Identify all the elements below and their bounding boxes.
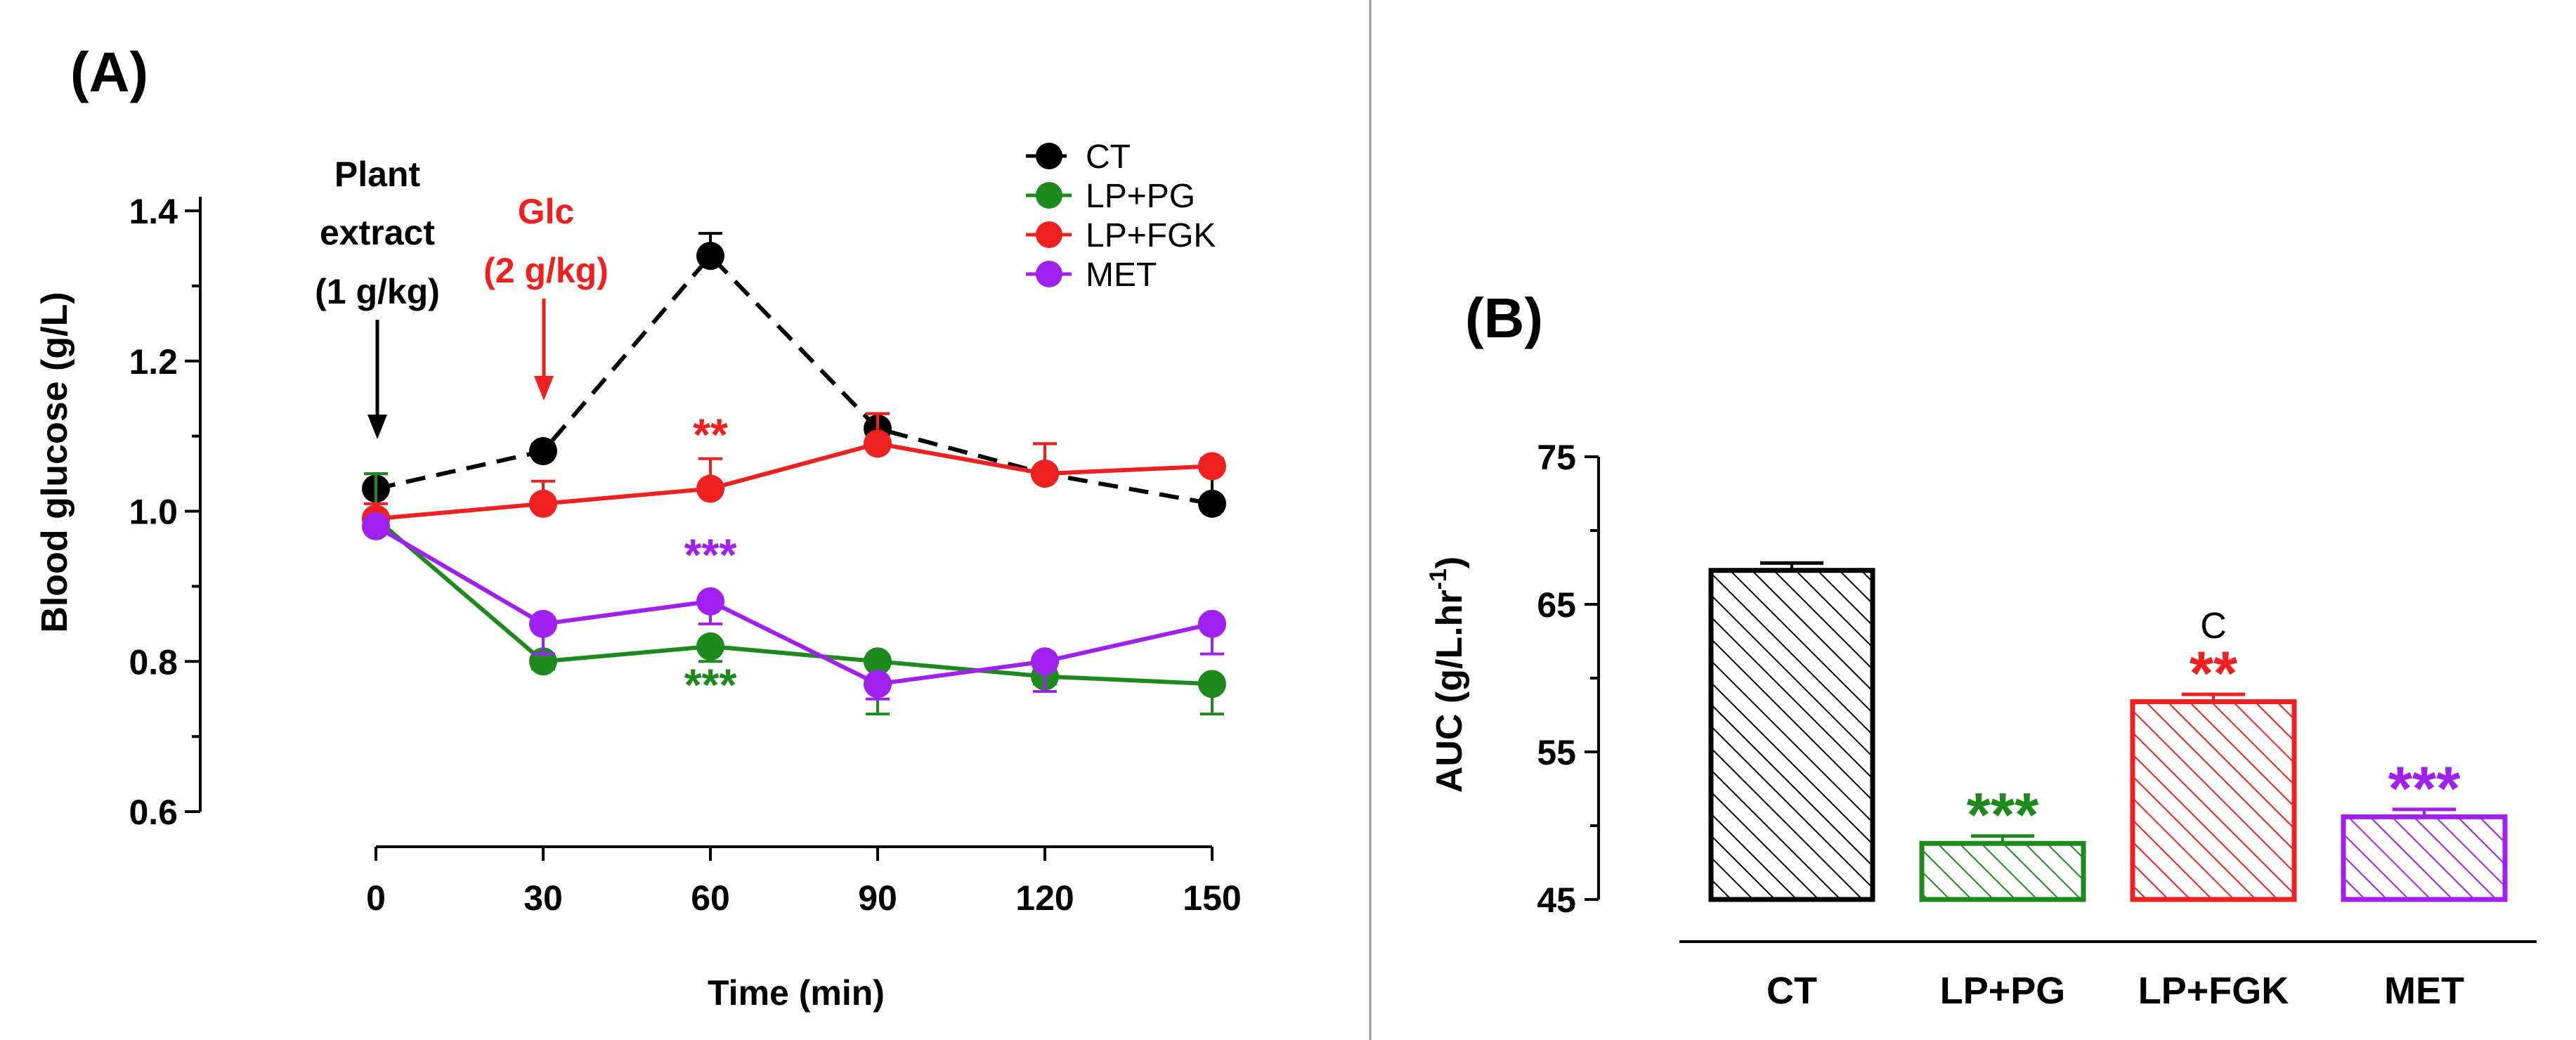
data-point: [696, 474, 724, 503]
panel-b-axes: 45 55 65 75: [1537, 438, 2537, 943]
panel-a-y-tick-label: 0.8: [129, 642, 178, 682]
legend-item: LP+FGK: [1026, 217, 1216, 254]
panel-a-y-tick-label: 0.6: [129, 793, 178, 832]
data-point: [864, 429, 892, 458]
bar-category-label: LP+PG: [1940, 970, 2066, 1012]
data-point: [1198, 609, 1226, 638]
data-point: [529, 489, 557, 518]
bar-letter-label: C: [2200, 606, 2227, 646]
plant-extract-arrowhead: [367, 415, 387, 439]
data-point: [864, 670, 892, 698]
data-point: [529, 437, 557, 465]
bar-group-lp-fgk: LP+FGK **C: [2130, 606, 2297, 1012]
panel-a-significance: ********: [684, 410, 737, 710]
panel-b-y-tick-label: 75: [1537, 438, 1576, 477]
glucose-arrowhead: [534, 376, 554, 401]
panel-a-label: (A): [70, 41, 148, 103]
legend-label: LP+PG: [1086, 178, 1195, 215]
data-point: [864, 647, 892, 676]
legend-item: MET: [1026, 256, 1157, 294]
significance-marker: ***: [684, 530, 737, 580]
bar: [1919, 840, 2086, 902]
legend-label: MET: [1086, 256, 1157, 294]
legend-marker: [1036, 261, 1062, 287]
legend-item: LP+PG: [1026, 178, 1195, 215]
panel-a-series: [362, 232, 1226, 716]
panel-a-line-chart: (A) Blood glucose (g/L) Time (min) Plant…: [34, 41, 1242, 1013]
plant-extract-annotation: Plant extract (1 g/kg): [315, 155, 440, 311]
legend-label: CT: [1086, 138, 1131, 176]
series-line: [375, 524, 1213, 687]
panel-b-y-label-exponent: -1: [1425, 568, 1452, 590]
legend-item: CT: [1026, 138, 1131, 176]
bar-category-label: MET: [2384, 970, 2464, 1012]
legend-marker: [1036, 143, 1062, 169]
data-point: [1198, 670, 1226, 698]
data-point: [696, 632, 724, 661]
bar-group-lp-pg: LP+PG ***: [1919, 780, 2086, 1012]
significance-marker: **: [693, 410, 728, 460]
panel-a-x-tick-label: 150: [1183, 878, 1241, 918]
panel-b-y-tick-label: 45: [1537, 880, 1576, 920]
data-point: [696, 587, 724, 616]
panel-a-y-tick-label: 1.2: [129, 342, 178, 382]
data-point: [529, 609, 557, 638]
panel-b-label: (B): [1465, 287, 1543, 349]
bar-category-label: CT: [1767, 970, 1817, 1012]
plant-extract-line-2: extract: [320, 213, 435, 252]
bar-significance-marker: ***: [1967, 780, 2039, 850]
panel-a-axes: 0.6 0.8 1.0 1.2 1.4 0 30 60 90 120 150: [129, 192, 1241, 918]
panel-b-y-axis-label: AUC (g/L.hr-1): [1425, 557, 1470, 793]
bar: [2341, 814, 2508, 902]
bar-significance-marker: **: [2190, 638, 2238, 708]
panel-b-y-tick-label: 65: [1537, 585, 1576, 625]
panel-b-y-tick-label: 55: [1537, 733, 1576, 772]
data-point: [1198, 452, 1226, 481]
legend-marker: [1036, 182, 1062, 209]
data-point: [1031, 647, 1059, 676]
bar-significance-marker: ***: [2388, 753, 2461, 823]
series-met: [362, 512, 1226, 701]
data-point: [1198, 489, 1226, 518]
panel-b-bars: CT LP+PG *** LP+FGK **C MET ***: [1708, 561, 2508, 1012]
data-point: [1031, 460, 1059, 488]
panel-a-x-tick-label: 60: [691, 878, 730, 918]
bar-group-met: MET ***: [2341, 753, 2508, 1012]
panel-a-y-tick-label: 1.4: [129, 192, 178, 231]
panel-a-x-tick-label: 90: [858, 878, 897, 918]
glucose-annotation: Glc (2 g/kg): [483, 192, 609, 290]
panel-a-y-axis-label: Blood glucose (g/L): [34, 292, 75, 632]
glucose-line-2: (2 g/kg): [483, 251, 609, 290]
glucose-line-1: Glc: [518, 192, 575, 231]
data-point: [362, 512, 390, 540]
series-line: [375, 252, 1213, 506]
series-lp-fgk: [362, 412, 1226, 533]
panel-a-x-axis-label: Time (min): [708, 973, 885, 1013]
panel-a-x-tick-label: 120: [1015, 878, 1074, 918]
series-line: [375, 441, 1213, 521]
significance-marker: ***: [684, 659, 737, 710]
bar-category-label: LP+FGK: [2138, 970, 2289, 1012]
panel-b-y-label-close: ): [1429, 557, 1470, 568]
panel-a-x-tick-label: 0: [366, 878, 386, 918]
panel-a-x-tick-label: 30: [523, 878, 563, 918]
legend-marker: [1036, 221, 1062, 248]
series-line: [375, 516, 1213, 687]
panel-a-y-tick-label: 1.0: [129, 493, 178, 532]
bar: [1708, 568, 1875, 902]
data-point: [696, 242, 724, 271]
plant-extract-line-3: (1 g/kg): [315, 272, 440, 311]
panel-b-y-label-main: AUC (g/L.hr: [1429, 590, 1470, 793]
legend-label: LP+FGK: [1086, 217, 1216, 254]
plant-extract-line-1: Plant: [334, 155, 421, 194]
bar-group-ct: CT: [1708, 561, 1875, 1012]
bar: [2130, 699, 2297, 902]
